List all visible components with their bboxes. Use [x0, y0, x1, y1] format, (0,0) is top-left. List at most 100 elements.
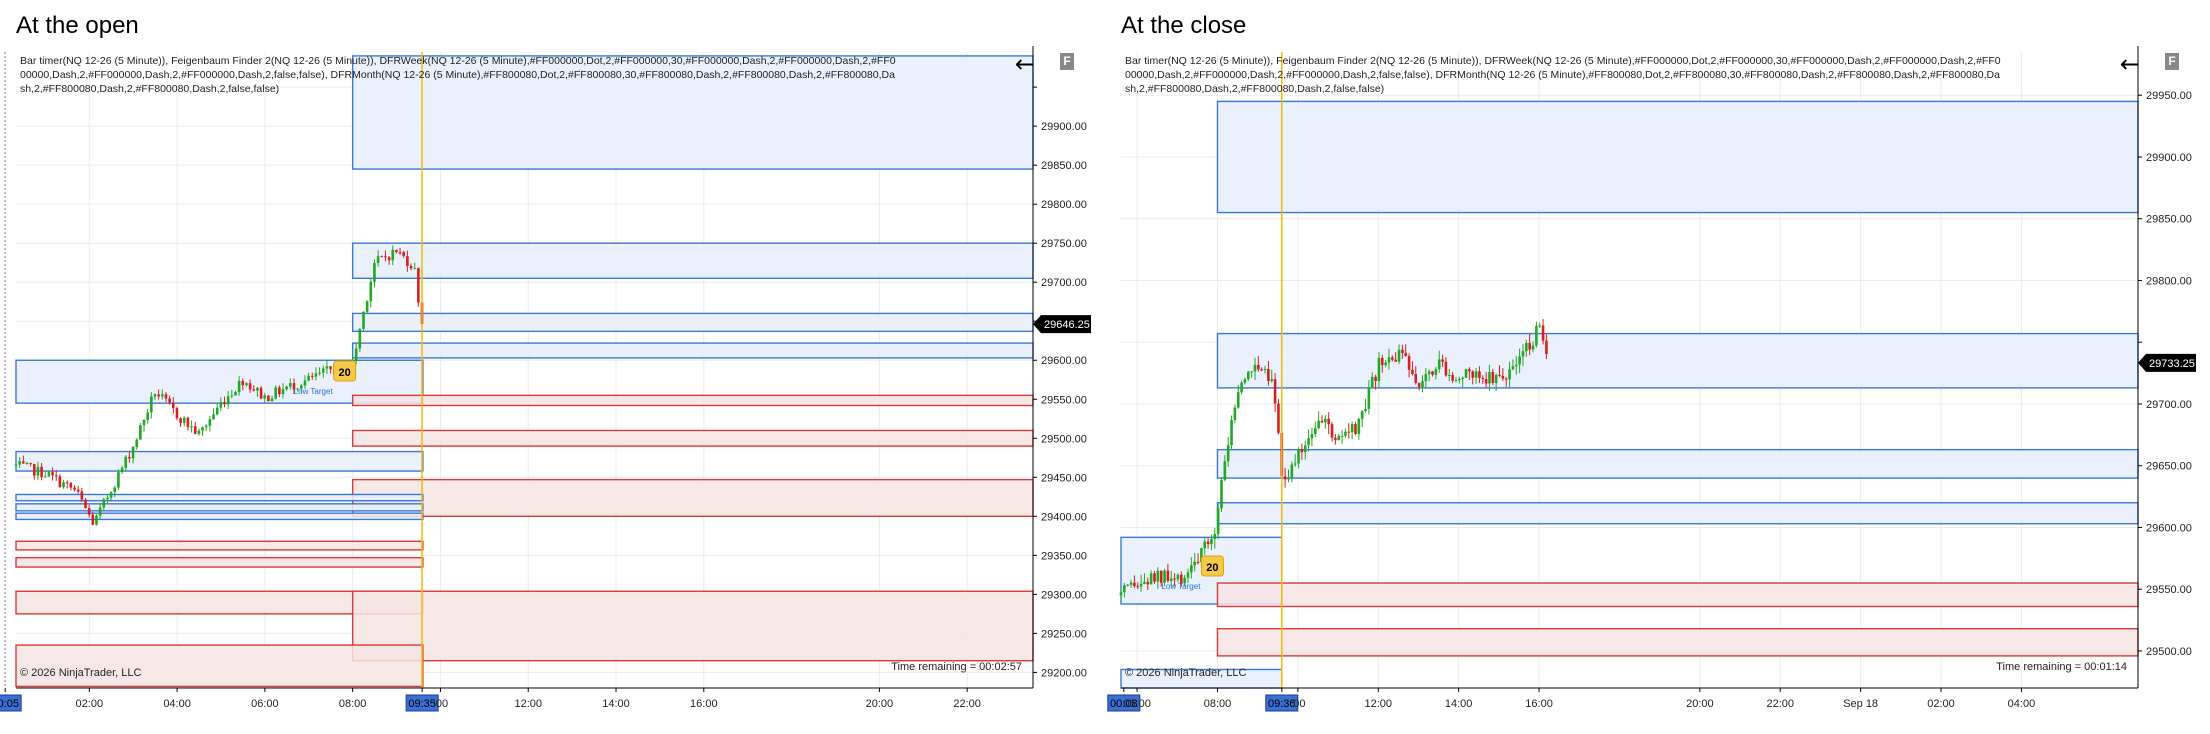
candle-up: [318, 372, 321, 374]
candle-up: [1344, 431, 1347, 436]
flag-f-icon[interactable]: F: [2165, 53, 2179, 70]
supply-demand-zone-red: [15, 540, 424, 551]
candle-up: [1129, 582, 1133, 585]
x-tick-label: 16:00: [1525, 698, 1553, 710]
candle-up: [161, 394, 164, 397]
indicator-legend: Bar timer(NQ 12-26 (5 Minute)), Feigenba…: [20, 55, 896, 95]
candle-down: [1481, 377, 1485, 380]
supply-demand-zone-blue: [351, 55, 1034, 170]
y-tick-label: 29600.00: [2146, 522, 2192, 534]
copyright-notice: © 2026 NinjaTrader, LLC: [1125, 667, 1247, 679]
y-tick-label: 29550.00: [1041, 394, 1087, 406]
candle-down: [1468, 369, 1471, 372]
candle-up: [1250, 371, 1253, 373]
target-tag-label: Low Target: [294, 387, 334, 396]
candle-up: [1226, 445, 1230, 462]
candle-up: [1464, 369, 1468, 378]
candle-down: [40, 466, 43, 478]
candle-up: [142, 419, 146, 426]
y-tick-label: 29800.00: [2146, 275, 2192, 287]
candle-down: [1401, 349, 1404, 353]
candle-up: [263, 395, 267, 399]
candle-down: [395, 249, 398, 253]
candle-up: [362, 311, 365, 329]
candle-up: [153, 394, 157, 397]
candle-down: [1260, 369, 1263, 371]
candle-up: [1531, 345, 1535, 350]
current-price-label: 29733.25: [2149, 358, 2195, 370]
candle-up: [1253, 364, 1257, 372]
candle-down: [380, 256, 384, 258]
candle-down: [186, 417, 190, 427]
candlestick-chart-open: 20 Low Target 29900.00 29850.00 29800.00 2975…: [0, 46, 1091, 712]
y-tick-label: 29950.00: [2146, 90, 2192, 102]
candle-up: [109, 492, 113, 498]
candle-up: [1397, 349, 1401, 362]
candle-down: [252, 389, 256, 391]
candle-down: [278, 387, 281, 395]
chart-panel-close: 20 Low Target 29950.00 29900.00 29850.00 2980…: [1105, 0, 2210, 734]
candle-up: [219, 402, 223, 408]
candle-up: [237, 380, 241, 393]
candle-up: [1350, 424, 1354, 433]
candle-down: [387, 257, 391, 261]
y-tick-label: 29250.00: [1041, 628, 1087, 640]
candle-up: [234, 392, 237, 396]
candle-up: [285, 386, 288, 390]
x-highlight-label: 00:08: [1110, 698, 1138, 710]
candle-up: [215, 407, 219, 415]
x-highlight-label: 09:35: [408, 698, 436, 710]
x-highlight-label: 09:36: [1268, 698, 1296, 710]
candle-down: [1498, 374, 1501, 376]
candle-up: [95, 515, 98, 525]
time-remaining: Time remaining = 00:01:14: [1996, 661, 2127, 673]
candle-up: [1307, 438, 1310, 446]
candle-up: [120, 467, 124, 473]
time-remaining: Time remaining = 00:02:57: [891, 661, 1022, 673]
candle-up: [1156, 570, 1160, 582]
candle-down: [193, 426, 197, 434]
left-arrow-icon[interactable]: ←: [2119, 50, 2140, 78]
supply-demand-zone-blue: [1216, 448, 2139, 479]
candle-down: [32, 464, 36, 476]
y-tick-label: 29900.00: [2146, 152, 2192, 164]
candle-down: [1354, 424, 1357, 435]
candle-up: [124, 456, 128, 468]
candle-down: [1374, 376, 1377, 382]
y-tick-label: 29800.00: [1041, 199, 1087, 211]
y-tick-label: 29500.00: [1041, 433, 1087, 445]
candle-up: [208, 419, 212, 426]
candle-up: [146, 412, 149, 420]
target-tag-label: Low Target: [1161, 582, 1201, 591]
candle-up: [1186, 572, 1190, 578]
candle-up: [1313, 428, 1317, 435]
candle-down: [1484, 379, 1488, 384]
candle-up: [1518, 356, 1521, 365]
y-tick-label: 29400.00: [1041, 511, 1087, 523]
candle-up: [281, 389, 285, 395]
candle-down: [1504, 378, 1508, 380]
candle-up: [1340, 435, 1344, 437]
candle-down: [80, 491, 84, 500]
candle-up: [201, 427, 204, 431]
supply-demand-zone-red: [351, 429, 1034, 447]
supply-demand-zone-blue: [351, 342, 1034, 359]
candle-up: [1317, 420, 1320, 429]
y-tick-label: 29900.00: [1041, 121, 1087, 133]
candle-down: [1330, 424, 1334, 438]
candle-up: [1364, 408, 1367, 412]
indicator-legend: Bar timer(NQ 12-26 (5 Minute)), Feigenba…: [1125, 55, 2001, 95]
supply-demand-zone-red: [15, 644, 424, 688]
candle-down: [402, 252, 406, 257]
candle-down: [1471, 371, 1475, 378]
candle-up: [1427, 371, 1431, 375]
candle-up: [1213, 534, 1217, 539]
left-arrow-icon[interactable]: ←: [1014, 50, 1035, 78]
candle-down: [1273, 379, 1277, 404]
candle-up: [1123, 585, 1126, 593]
flag-f-icon[interactable]: F: [1060, 53, 1074, 70]
supply-demand-zone-red: [351, 478, 1034, 518]
candle-down: [1391, 357, 1394, 360]
candle-down: [1478, 371, 1481, 378]
candle-up: [1454, 380, 1458, 382]
